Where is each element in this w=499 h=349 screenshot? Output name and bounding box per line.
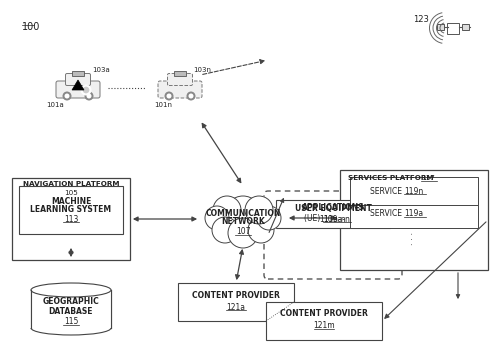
Text: 113: 113 [64,215,78,223]
Text: GEOGRAPHIC: GEOGRAPHIC [42,297,99,306]
Text: USER EQUIPMENT: USER EQUIPMENT [294,205,371,214]
Text: 117: 117 [421,175,435,181]
Text: 105: 105 [64,190,78,196]
FancyBboxPatch shape [174,71,186,76]
FancyBboxPatch shape [276,200,390,228]
Circle shape [225,195,261,232]
FancyBboxPatch shape [448,22,460,34]
Text: NAVIGATION PLATFORM: NAVIGATION PLATFORM [23,181,119,187]
Text: 121m: 121m [313,321,335,331]
Text: 115: 115 [64,318,78,327]
Polygon shape [72,80,84,90]
FancyBboxPatch shape [178,283,294,321]
Circle shape [245,196,273,224]
Text: SERVICE: SERVICE [370,186,404,195]
Text: SERVICE: SERVICE [370,209,404,218]
Circle shape [62,91,71,101]
Text: 101a: 101a [46,102,64,108]
Ellipse shape [31,283,111,297]
Text: 107: 107 [236,228,250,237]
Text: NETWORK: NETWORK [221,217,265,227]
Text: (UE): (UE) [304,215,323,223]
Circle shape [256,206,281,230]
Circle shape [86,94,91,98]
Circle shape [245,195,273,224]
FancyBboxPatch shape [350,200,478,228]
Circle shape [213,196,241,224]
Circle shape [225,196,261,232]
Circle shape [189,94,194,98]
Circle shape [257,206,281,230]
Circle shape [187,91,196,101]
Text: 121a: 121a [227,303,246,312]
Text: COMMUNICATION: COMMUNICATION [205,208,280,217]
Circle shape [248,217,274,243]
Circle shape [212,217,238,243]
Text: 109a-n: 109a-n [323,215,350,223]
FancyBboxPatch shape [65,74,90,86]
Circle shape [248,216,274,244]
Text: CONTENT PROVIDER: CONTENT PROVIDER [280,310,368,319]
Text: 119n: 119n [404,186,423,195]
FancyBboxPatch shape [340,170,488,270]
Text: 101n: 101n [154,102,172,108]
Text: SERVICES PLATFORM: SERVICES PLATFORM [348,175,436,181]
FancyBboxPatch shape [437,24,444,30]
FancyBboxPatch shape [264,191,402,279]
Circle shape [205,206,230,230]
FancyBboxPatch shape [31,290,111,328]
FancyBboxPatch shape [12,178,130,260]
FancyBboxPatch shape [72,71,84,76]
Text: 103n: 103n [193,67,211,73]
Circle shape [228,217,258,248]
Text: 100: 100 [22,22,40,32]
Circle shape [81,85,91,95]
FancyBboxPatch shape [158,81,202,98]
Circle shape [228,218,258,248]
Text: LEARNING SYSTEM: LEARNING SYSTEM [30,206,112,215]
Circle shape [64,94,69,98]
FancyBboxPatch shape [168,74,193,86]
FancyBboxPatch shape [56,81,100,98]
Text: · · ·: · · · [410,231,419,245]
Circle shape [205,206,229,230]
Circle shape [213,195,242,224]
Text: APPLICATIONS: APPLICATIONS [302,202,364,211]
Circle shape [83,87,89,93]
FancyBboxPatch shape [19,186,123,234]
FancyBboxPatch shape [462,24,469,30]
Text: 103a: 103a [92,67,110,73]
Circle shape [167,94,172,98]
Text: MACHINE: MACHINE [51,198,91,207]
Text: CONTENT PROVIDER: CONTENT PROVIDER [192,290,280,299]
Text: DATABASE: DATABASE [49,306,93,315]
Text: 111a-n: 111a-n [320,215,346,223]
Text: 119a: 119a [404,209,423,218]
Circle shape [165,91,174,101]
Circle shape [84,91,93,101]
Circle shape [212,216,239,244]
Text: 123: 123 [413,15,429,24]
FancyBboxPatch shape [266,302,382,340]
FancyBboxPatch shape [350,177,478,205]
